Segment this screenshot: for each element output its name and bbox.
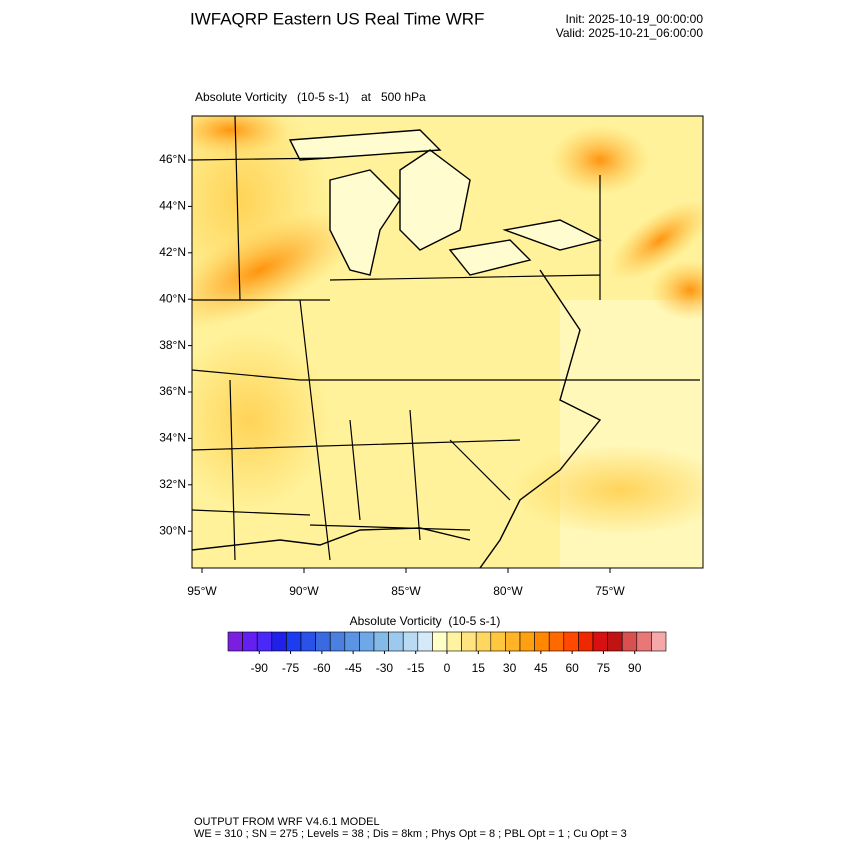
lat-label: 46°N <box>159 152 186 166</box>
colorbar-box <box>344 631 360 652</box>
field-level: at 500 hPa <box>361 90 426 104</box>
lat-label: 40°N <box>159 291 186 305</box>
colorbar-box <box>505 631 521 652</box>
colorbar-tick-label: -30 <box>376 661 394 675</box>
lon-label: 75°W <box>595 584 625 598</box>
colorbar-tick-label: -60 <box>313 661 331 675</box>
colorbar-box <box>651 631 667 652</box>
colorbar-tick-label: 60 <box>565 661 579 675</box>
colorbar-tick-label: -90 <box>251 661 269 675</box>
valid-time: Valid: 2025-10-21_06:00:00 <box>556 26 704 40</box>
colorbar-tick-label: 0 <box>444 661 451 675</box>
colorbar-box <box>563 631 579 652</box>
lon-label: 80°W <box>493 584 523 598</box>
lon-label: 95°W <box>187 584 217 598</box>
lon-label: 85°W <box>391 584 421 598</box>
lat-label: 30°N <box>159 523 186 537</box>
colorbar-box <box>329 631 346 652</box>
lat-label: 38°N <box>159 338 186 352</box>
lat-label: 32°N <box>159 477 186 491</box>
colorbar-box <box>227 631 243 652</box>
title: IWFAQRP Eastern US Real Time WRF <box>190 9 484 28</box>
colorbar: -90 -75 -60 -45 -30 -15 0 15 30 45 60 75 90 <box>227 631 667 675</box>
lat-label: 44°N <box>159 199 186 213</box>
colorbar-box <box>490 631 506 652</box>
colorbar-box <box>388 631 404 652</box>
colorbar-box <box>607 631 623 652</box>
lat-label: 42°N <box>159 245 186 259</box>
colorbar-box <box>286 631 302 652</box>
map-frame <box>191 115 704 569</box>
colorbar-title: Absolute Vorticity (10-5 s-1) <box>350 614 501 628</box>
colorbar-box <box>461 631 477 652</box>
colorbar-box <box>242 631 258 652</box>
lat-label: 36°N <box>159 384 186 398</box>
lon-label: 90°W <box>289 584 319 598</box>
colorbar-box <box>402 631 419 652</box>
colorbar-tick-label: 75 <box>597 661 611 675</box>
colorbar-box <box>475 631 492 652</box>
colorbar-box <box>621 631 638 652</box>
colorbar-tick-label: 90 <box>628 661 642 675</box>
colorbar-tick-label: 15 <box>472 661 486 675</box>
footer-line: WE = 310 ; SN = 275 ; Levels = 38 ; Dis … <box>194 828 627 840</box>
colorbar-tick-label: -45 <box>344 661 362 675</box>
colorbar-tick-label: 45 <box>534 661 548 675</box>
colorbar-box <box>578 631 594 652</box>
colorbar-box <box>359 631 375 652</box>
colorbar-tick-label: -15 <box>407 661 425 675</box>
init-time: Init: 2025-10-19_00:00:00 <box>566 12 704 26</box>
colorbar-box <box>271 631 287 652</box>
footer-line: OUTPUT FROM WRF V4.6.1 MODEL <box>194 816 380 828</box>
colorbar-tick-label: 30 <box>503 661 517 675</box>
colorbar-box <box>548 631 565 652</box>
colorbar-box <box>446 631 462 652</box>
colorbar-box <box>417 631 433 652</box>
colorbar-box <box>373 631 389 652</box>
lat-label: 34°N <box>159 431 186 445</box>
colorbar-box <box>534 631 550 652</box>
colorbar-box <box>256 631 273 652</box>
colorbar-box <box>519 631 535 652</box>
colorbar-tick-label: -75 <box>282 661 300 675</box>
map-field <box>192 116 703 568</box>
colorbar-box <box>300 631 316 652</box>
colorbar-box <box>315 631 331 652</box>
colorbar-box <box>432 631 448 652</box>
colorbar-box <box>636 631 652 652</box>
field-name: Absolute Vorticity (10-5 s-1) <box>195 90 349 104</box>
colorbar-box <box>592 631 608 652</box>
